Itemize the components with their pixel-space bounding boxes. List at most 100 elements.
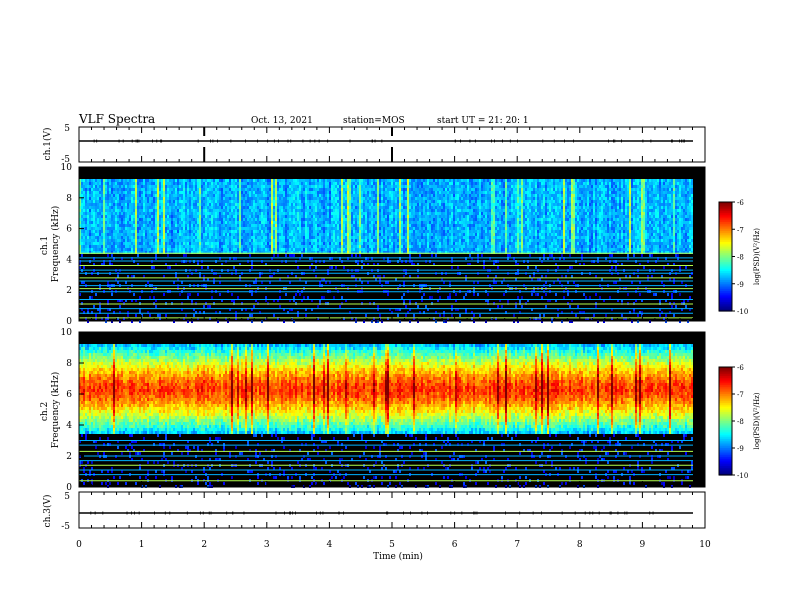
spectrogram-cell	[397, 200, 399, 203]
spectrogram-cell	[159, 215, 161, 218]
spectrogram-cell	[89, 206, 91, 209]
spectrogram-cell	[177, 179, 179, 182]
spectrogram-cell	[345, 239, 347, 242]
spectrogram-cell	[379, 200, 381, 203]
spectrogram-cell	[85, 317, 87, 320]
spectrogram-cell	[161, 215, 163, 218]
spectrogram-cell	[127, 245, 129, 248]
spectrogram-cell	[395, 212, 397, 215]
spectrogram-cell	[407, 242, 409, 245]
spectrogram-cell	[195, 242, 197, 245]
spectrogram-cell	[301, 251, 303, 254]
spectrogram-cell	[319, 194, 321, 197]
spectrogram-cell	[367, 197, 369, 200]
spectrogram-cell	[229, 230, 231, 233]
spectrogram-cell	[139, 302, 141, 305]
spectrogram-cell	[249, 230, 251, 233]
spectrogram-cell	[203, 227, 205, 230]
spectrogram-cell	[383, 200, 385, 203]
spectrogram-cell	[127, 251, 129, 254]
spectrogram-cell	[313, 218, 315, 221]
spectrogram-cell	[109, 221, 111, 224]
spectrogram-cell	[157, 218, 159, 221]
spectrogram-cell	[201, 266, 203, 269]
spectrogram-cell	[203, 197, 205, 200]
spectrogram-cell	[197, 215, 199, 218]
spectrogram-cell	[295, 197, 297, 200]
spectrogram-cell	[119, 191, 121, 194]
spectrogram-cell	[369, 194, 371, 197]
spectrogram-cell	[177, 221, 179, 224]
spectrogram-cell	[161, 230, 163, 233]
spectrogram-cell	[377, 236, 379, 239]
spectrogram-cell	[93, 203, 95, 206]
spectrogram-cell	[333, 233, 335, 236]
spectrogram-cell	[127, 314, 129, 317]
spectrogram-cell	[253, 182, 255, 185]
spectrogram-cell	[225, 218, 227, 221]
spectrogram-cell	[361, 179, 363, 182]
spectrogram-cell	[263, 239, 265, 242]
spectrogram-cell	[137, 230, 139, 233]
spectrogram-cell	[131, 242, 133, 245]
spectrogram-cell	[95, 179, 97, 182]
spectrogram-cell	[393, 197, 395, 200]
spectrogram-cell	[265, 233, 267, 236]
spectrogram-cell	[91, 296, 93, 299]
spectrogram-cell	[159, 248, 161, 251]
spectrogram-cell	[405, 194, 407, 197]
spectrogram-cell	[313, 248, 315, 251]
spectrogram-cell	[209, 233, 211, 236]
spectrogram-cell	[209, 197, 211, 200]
spectrogram-cell	[363, 239, 365, 242]
spectrogram-cell	[321, 200, 323, 203]
spectrogram-cell	[407, 209, 409, 212]
spectrogram-cell	[221, 179, 223, 182]
spectrogram-cell	[411, 236, 413, 239]
spectrogram-cell	[329, 209, 331, 212]
spectrogram-cell	[423, 179, 425, 182]
spectrogram-cell	[193, 248, 195, 251]
spectrogram-cell	[391, 179, 393, 182]
spectrogram-cell	[335, 194, 337, 197]
spectrogram-cell	[245, 182, 247, 185]
spectrogram-cell	[203, 233, 205, 236]
spectrogram-cell	[383, 191, 385, 194]
spectrogram-cell	[205, 230, 207, 233]
spectrogram-cell	[347, 233, 349, 236]
spectrogram-cell	[169, 188, 171, 191]
spectrogram-cell	[397, 191, 399, 194]
spectrogram-cell	[335, 236, 337, 239]
spectrogram-cell	[315, 227, 317, 230]
spectrogram-cell	[115, 209, 117, 212]
spectrogram-cell	[87, 251, 89, 254]
spectrogram-cell	[151, 188, 153, 191]
spectrogram-cell	[265, 227, 267, 230]
spectrogram-cell	[209, 209, 211, 212]
spectrogram-cell	[223, 185, 225, 188]
spectrogram-cell	[311, 191, 313, 194]
spectrogram-cell	[289, 230, 291, 233]
spectrogram-cell	[179, 209, 181, 212]
spectrogram-cell	[83, 212, 85, 215]
spectrogram-cell	[165, 203, 167, 206]
spectrogram-cell	[361, 236, 363, 239]
spectrogram-cell	[417, 221, 419, 224]
spectrogram-cell	[403, 188, 405, 191]
spectrogram-cell	[299, 185, 301, 188]
spectrogram-cell	[241, 209, 243, 212]
spectrogram-cell	[279, 191, 281, 194]
spectrogram-cell	[307, 191, 309, 194]
spectrogram-cell	[311, 221, 313, 224]
spectrogram-cell	[197, 227, 199, 230]
spectrogram-cell	[355, 254, 357, 257]
spectrogram-cell	[289, 308, 291, 311]
spectrogram-cell	[373, 224, 375, 227]
spectrogram-cell	[343, 266, 345, 269]
spectrogram-cell	[307, 296, 309, 299]
spectrogram-cell	[161, 206, 163, 209]
spectrogram-cell	[269, 215, 271, 218]
spectrogram-cell	[219, 236, 221, 239]
spectrogram-cell	[123, 206, 125, 209]
spectrogram-cell	[81, 179, 83, 182]
